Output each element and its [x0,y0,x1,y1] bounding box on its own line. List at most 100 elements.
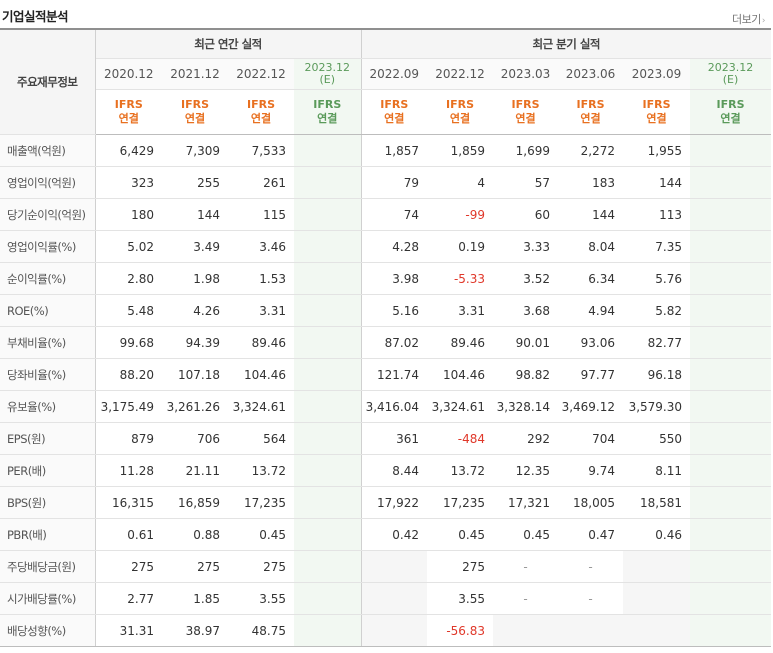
table-cell: 5.76 [623,262,690,295]
table-row: 부채비율(%) 99.68 94.39 89.46 87.02 89.46 90.01 93.… [0,326,772,359]
table-cell: 3.31 [427,294,493,327]
table-row: 영업이익률(%) 5.02 3.49 3.46 4.28 0.19 3.33 8.04 7.35 [0,230,772,263]
more-link[interactable]: 더보기› [732,11,766,27]
table-cell: 5.48 [95,294,162,327]
table-cell [690,358,772,391]
table-cell [294,166,361,199]
table-row: 영업이익(억원) 323 255 261 79 4 57 183 144 [0,166,772,199]
row-label: EPS(원) [0,422,96,455]
ifrs-header: IFRS 연결 [690,89,772,135]
table-cell: 0.19 [427,230,493,263]
table-cell [690,582,772,615]
table-cell: 57 [493,166,558,199]
table-row: PBR(배) 0.61 0.88 0.45 0.42 0.45 0.45 0.47 0.46 [0,518,772,551]
table-cell: 1.98 [162,262,228,295]
table-cell: 17,321 [493,486,558,519]
table-cell: 8.11 [623,454,690,487]
table-cell: 275 [228,550,294,583]
table-cell: 3,328.14 [493,390,558,423]
period-header: 2020.12 [95,58,162,90]
table-cell: 82.77 [623,326,690,359]
table-cell: -56.83 [427,614,493,647]
table-cell [294,550,361,583]
table-cell [623,582,690,615]
table-cell: 879 [95,422,162,455]
table-cell: 107.18 [162,358,228,391]
table-cell: 97.77 [558,358,623,391]
table-cell: 18,005 [558,486,623,519]
table-cell [690,550,772,583]
row-label: 영업이익(억원) [0,166,96,199]
table-cell: 3.33 [493,230,558,263]
period-header: 2022.12 [228,58,294,90]
table-cell: 3.52 [493,262,558,295]
table-row: EPS(원) 879 706 564 361 -484 292 704 550 [0,422,772,455]
table-cell: 48.75 [228,614,294,647]
table-cell: 704 [558,422,623,455]
table-cell: 1,955 [623,134,690,167]
table-cell [623,550,690,583]
table-cell: 8.44 [360,454,427,487]
row-label: 주당배당금(원) [0,550,96,583]
table-cell: 96.18 [623,358,690,391]
table-row: 유보율(%) 3,175.49 3,261.26 3,324.61 3,416.04 3,… [0,390,772,423]
table-cell [690,230,772,263]
table-cell: 88.20 [95,358,162,391]
table-cell: 12.35 [493,454,558,487]
table-cell: 564 [228,422,294,455]
table-cell: 113 [623,198,690,231]
table-cell: 550 [623,422,690,455]
table-cell [294,390,361,423]
table-cell: 5.16 [360,294,427,327]
table-row: 매출액(억원) 6,429 7,309 7,533 1,857 1,859 1,699 2,2… [0,134,772,167]
period-header: 2023.12 (E) [294,58,361,90]
table-cell: 3,175.49 [95,390,162,423]
financial-summary-table: 주요재무정보 최근 연간 실적 최근 분기 실적 2020.12 2021.12 2… [0,28,772,647]
ifrs-header: IFRS 연결 [360,89,427,135]
table-row: 배당성향(%) 31.31 38.97 48.75 -56.83 [0,614,772,647]
table-cell [493,614,558,647]
row-label: 유보율(%) [0,390,96,423]
table-cell [294,582,361,615]
table-cell: 17,922 [360,486,427,519]
table-cell: 89.46 [427,326,493,359]
table-cell: 121.74 [360,358,427,391]
table-cell: 98.82 [493,358,558,391]
period-header: 2023.06 [558,58,623,90]
table-cell: 16,859 [162,486,228,519]
row-label: 배당성향(%) [0,614,96,647]
table-cell: 1,857 [360,134,427,167]
table-cell: 60 [493,198,558,231]
ifrs-header: IFRS 연결 [558,89,623,135]
table-cell [294,518,361,551]
table-cell: 3.55 [228,582,294,615]
period-header: 2023.03 [493,58,558,90]
table-cell: 3,469.12 [558,390,623,423]
ifrs-header: IFRS 연결 [95,89,162,135]
table-cell: 18,581 [623,486,690,519]
table-cell [690,198,772,231]
table-cell [294,294,361,327]
table-row: 시가배당률(%) 2.77 1.85 3.55 3.55- - [0,582,772,615]
table-cell: 7,533 [228,134,294,167]
table-cell [690,166,772,199]
table-cell: 183 [558,166,623,199]
table-cell: 255 [162,166,228,199]
table-cell [294,198,361,231]
table-cell [360,582,427,615]
table-cell: 16,315 [95,486,162,519]
table-cell: 2.77 [95,582,162,615]
table-cell: 275 [95,550,162,583]
table-cell: 1,699 [493,134,558,167]
period-header: 2022.09 [360,58,427,90]
table-cell: 0.46 [623,518,690,551]
table-cell: 3,416.04 [360,390,427,423]
table-cell: 3.46 [228,230,294,263]
table-cell [690,294,772,327]
table-cell: 2.80 [95,262,162,295]
table-row: 당기순이익(억원) 180 144 115 74 -99 60 144 113 [0,198,772,231]
table-cell: 275 [427,550,493,583]
table-cell: 292 [493,422,558,455]
ifrs-header: IFRS 연결 [162,89,228,135]
table-cell: - [493,550,558,583]
